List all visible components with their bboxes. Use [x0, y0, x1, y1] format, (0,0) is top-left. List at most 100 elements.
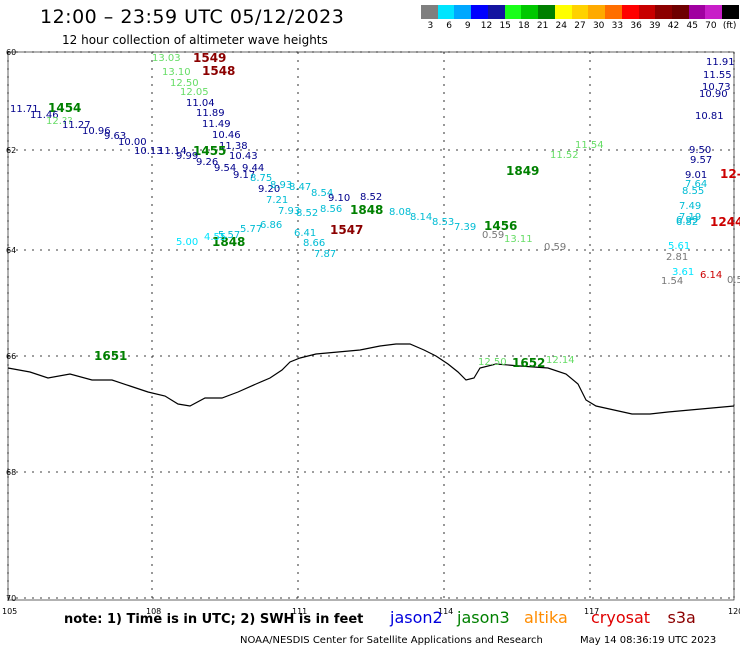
- wave-height-label: 4.55: [204, 232, 226, 243]
- map-title: 12:00 – 23:59 UTC 05/12/2023: [40, 6, 345, 28]
- wave-height-label: 1549: [193, 51, 226, 65]
- timestamp-text: May 14 08:36:19 UTC 2023: [580, 635, 717, 646]
- color-bar-tick: 33: [611, 21, 624, 31]
- color-bar-tick: 45: [686, 21, 698, 31]
- wave-height-label: 11.91: [706, 57, 735, 68]
- lon-label: 114: [438, 607, 453, 616]
- wave-height-label: 8.75: [250, 173, 272, 184]
- color-bar-swatch: [722, 5, 739, 19]
- wave-height-label: 0.59: [544, 242, 566, 253]
- wave-height-label: 8.08: [389, 207, 411, 218]
- lat-label: 62: [6, 146, 16, 155]
- color-bar-tick: 39: [649, 21, 661, 31]
- wave-height-label: 9.99: [176, 151, 198, 162]
- color-bar-swatch: [705, 5, 723, 19]
- lon-label: 111: [292, 607, 307, 616]
- color-bar-tick: 9: [464, 21, 471, 31]
- wave-height-label: 3.61: [672, 267, 694, 278]
- wave-height-label: 11.52: [550, 150, 579, 161]
- lat-label: 70: [6, 594, 16, 603]
- satellite-altika: altika: [524, 608, 568, 627]
- color-bar-swatch: [504, 5, 522, 19]
- color-bar-tick: 70: [705, 21, 717, 31]
- wave-height-label: 7.64: [685, 179, 707, 190]
- wave-height-label: 12.14: [546, 355, 575, 366]
- wave-height-label: 7.21: [266, 195, 288, 206]
- wave-height-label: 5.77: [240, 224, 262, 235]
- wave-height-label: 5.57: [218, 230, 240, 241]
- color-bar-swatch: [421, 5, 438, 19]
- lat-label: 60: [6, 48, 16, 57]
- color-bar-swatch: [487, 5, 505, 19]
- wave-height-label: 10.90: [699, 89, 728, 100]
- wave-height-label: 11.27: [62, 120, 91, 131]
- color-bar-tick: 21: [536, 21, 549, 31]
- color-bar-tick: 6: [446, 21, 452, 31]
- wave-height-label: 11.54: [575, 140, 604, 151]
- lat-label: 66: [6, 352, 16, 361]
- wave-height-label: 1.54: [661, 276, 683, 287]
- lat-lon-grid: [7, 51, 735, 601]
- wave-height-label: 11.89: [196, 108, 225, 119]
- wave-height-label: 1455: [193, 144, 226, 158]
- wave-height-label: 11.14: [158, 146, 187, 157]
- wave-height-label: 8.93: [270, 180, 292, 191]
- color-bar-swatch: [672, 5, 689, 19]
- wave-height-label: 12-: [720, 167, 740, 181]
- wave-height-label: 11.71: [10, 104, 39, 115]
- wave-height-label: 6.82: [676, 217, 698, 228]
- wave-height-label: 1456: [484, 219, 517, 233]
- color-bar-tick: (ft): [722, 21, 737, 31]
- credit-text: NOAA/NESDIS Center for Satellite Applica…: [240, 635, 543, 646]
- wave-height-label: 11.55: [703, 70, 732, 81]
- wave-height-label: 13.10: [162, 67, 191, 78]
- wave-height-label: 1848: [212, 235, 245, 249]
- color-bar-tick: 30: [592, 21, 605, 31]
- wave-height-label: 8.55: [682, 186, 704, 197]
- wave-height-label: 11.46: [30, 110, 59, 121]
- wave-height-label: 6.14: [700, 270, 722, 281]
- wave-height-label: 1547: [330, 223, 363, 237]
- color-bar-swatch: [588, 5, 606, 19]
- wave-height-label: 8.52: [360, 192, 382, 203]
- wave-height-label: 13.11: [504, 234, 533, 245]
- color-bar-tick: 15: [499, 21, 511, 31]
- wave-height-label: 10.81: [695, 111, 724, 122]
- color-bar-tick: 27: [574, 21, 586, 31]
- wave-height-label: 11.38: [219, 141, 248, 152]
- wave-height-label: 9.17: [233, 170, 255, 181]
- wave-height-label: 8.52: [296, 208, 318, 219]
- axis-labels: 105 108 111 114 117 120 60 62 64 66 68 70: [2, 48, 740, 616]
- wave-height-label: 12.50: [170, 78, 199, 89]
- color-bar-ticks: 3 6 9 12 15 18 21 24 27 30 33 36 39 42 45 70 (ft): [421, 21, 739, 31]
- wave-height-label: 8.53: [432, 217, 454, 228]
- satellite-cryosat: cryosat: [591, 608, 651, 627]
- color-bar-swatch: [688, 5, 706, 19]
- color-bar-tick: 3: [427, 21, 434, 31]
- wave-height-label: 1651: [94, 349, 127, 363]
- map-frame: [7, 51, 735, 601]
- wave-height-label: 9.57: [690, 155, 712, 166]
- color-bar-tick: 42: [667, 21, 680, 31]
- wave-height-label: 6.99: [676, 215, 698, 226]
- satellite-s3a: s3a: [667, 608, 696, 627]
- wave-height-label: 6.41: [294, 228, 316, 239]
- wave-height-label: 10.96: [82, 126, 111, 137]
- wave-height-label: 1652: [512, 356, 545, 370]
- wave-height-label: 7.93: [278, 206, 300, 217]
- lon-label: 117: [584, 607, 599, 616]
- wave-height-label: 7.39: [454, 222, 476, 233]
- wave-height-label: 12.??: [46, 116, 73, 127]
- wave-height-label: 12.50: [478, 357, 507, 368]
- color-bar-tick: 18: [518, 21, 530, 31]
- wave-height-label: 8.47: [289, 182, 311, 193]
- wave-height-label: 13.03: [152, 53, 181, 64]
- wave-height-label: 10.46: [212, 130, 241, 141]
- lat-label: 68: [6, 468, 16, 477]
- wave-height-label: 5.00: [176, 237, 198, 248]
- wave-height-label: 1849: [506, 164, 539, 178]
- wave-height-label: 9.26: [196, 157, 218, 168]
